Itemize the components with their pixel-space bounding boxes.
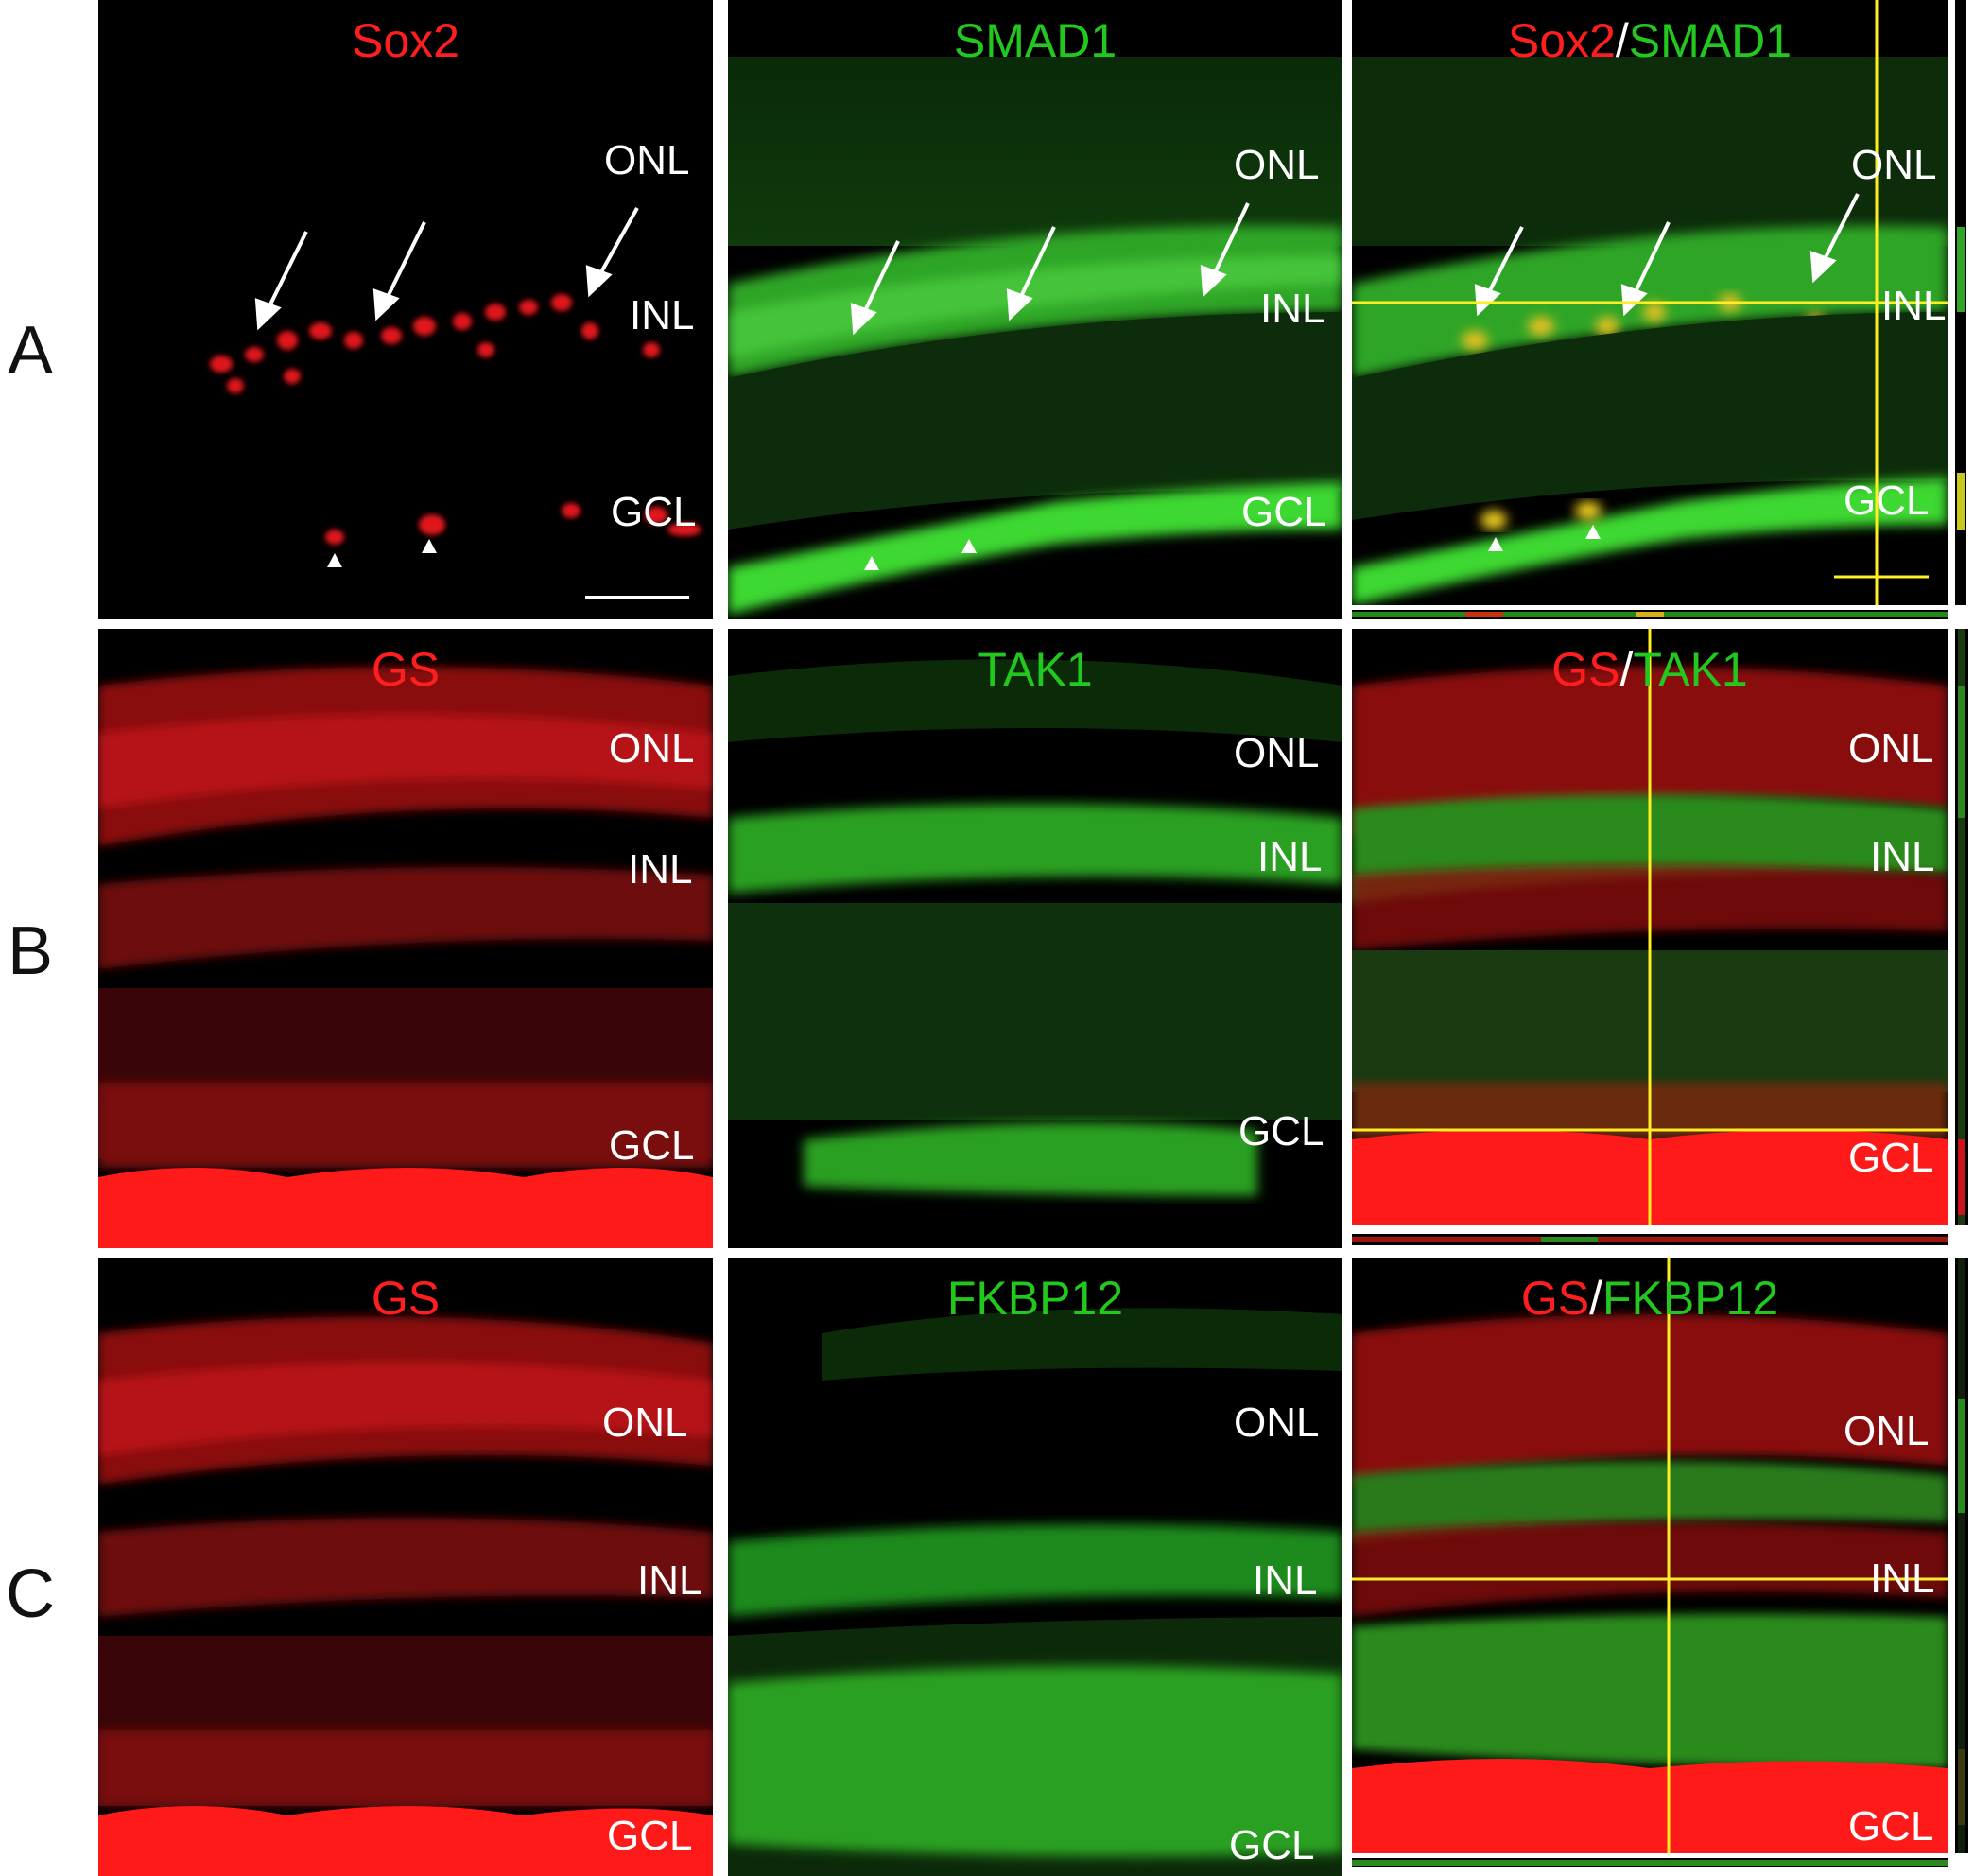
panel-b3-merge: GS/TAK1 ONL INL GCL [1352, 629, 1948, 1225]
layer-label-gcl: GCL [1241, 489, 1327, 535]
layer-label-inl: INL [1870, 1555, 1935, 1602]
layer-label-inl: INL [1870, 834, 1935, 880]
layer-label-inl: INL [1260, 286, 1325, 332]
panel-a3-merge: Sox2/SMAD1 ONL INL GCL [1352, 0, 1948, 605]
layer-label-inl: INL [628, 846, 693, 893]
panel-c3-merge: GS/FKBP12 ONL INL GCL [1352, 1258, 1948, 1853]
row-label-b: B [7, 913, 54, 989]
panel-title: TAK1 [978, 643, 1093, 696]
panel-title: FKBP12 [946, 1272, 1124, 1325]
panel-a1-sox2: Sox2 ONL INL GCL [98, 0, 713, 619]
layer-label-onl: ONL [602, 1399, 688, 1446]
panel-b1-gs: GS ONL INL GCL [98, 629, 713, 1248]
panel-title: GS/FKBP12 [1520, 1272, 1779, 1325]
panel-title: Sox2 [352, 14, 459, 67]
layer-label-onl: ONL [609, 725, 695, 772]
orthogonal-view-yz [1955, 1258, 1968, 1853]
panel-c2-fkbp12: FKBP12 ONL INL GCL [728, 1258, 1342, 1876]
layer-label-onl: ONL [1848, 725, 1934, 772]
layer-label-onl: ONL [1234, 1399, 1320, 1446]
layer-label-gcl: GCL [609, 1122, 695, 1169]
row-label-a: A [7, 313, 54, 389]
layer-label-onl: ONL [1844, 1408, 1930, 1454]
layer-label-gcl: GCL [1238, 1108, 1325, 1155]
layer-label-inl: INL [630, 292, 695, 339]
layer-label-onl: ONL [1234, 142, 1320, 188]
panel-a2-smad1: SMAD1 ONL INL GCL [728, 0, 1342, 619]
layer-label-gcl: GCL [1844, 478, 1930, 524]
layer-label-inl: INL [1257, 834, 1323, 880]
panel-c1-gs: GS ONL INL GCL [98, 1258, 713, 1876]
panel-title: GS/TAK1 [1551, 643, 1748, 696]
layer-label-onl: ONL [1851, 142, 1937, 188]
layer-label-inl: INL [637, 1557, 702, 1604]
layer-label-onl: ONL [604, 137, 690, 183]
panel-title: Sox2/SMAD1 [1507, 14, 1792, 67]
layer-label-gcl: GCL [607, 1813, 693, 1859]
layer-label-inl: INL [1881, 283, 1947, 329]
orthogonal-view-yz [1955, 0, 1966, 605]
orthogonal-view-xz [1352, 610, 1948, 619]
panel-b2-tak1: TAK1 ONL INL GCL [728, 629, 1342, 1248]
panel-title: SMAD1 [953, 14, 1117, 67]
layer-label-onl: ONL [1234, 730, 1320, 776]
scale-bar [585, 596, 689, 599]
layer-label-gcl: GCL [1848, 1135, 1934, 1181]
layer-label-gcl: GCL [1848, 1803, 1934, 1850]
panel-title: GS [371, 643, 441, 696]
panel-title: GS [371, 1272, 441, 1325]
orthogonal-view-xz [1352, 1858, 1948, 1867]
layer-label-inl: INL [1253, 1557, 1318, 1604]
layer-label-gcl: GCL [1229, 1822, 1315, 1868]
row-label-c: C [6, 1556, 55, 1632]
layer-label-gcl: GCL [611, 489, 697, 535]
orthogonal-view-yz [1955, 629, 1968, 1225]
orthogonal-view-xz [1352, 1234, 1948, 1245]
